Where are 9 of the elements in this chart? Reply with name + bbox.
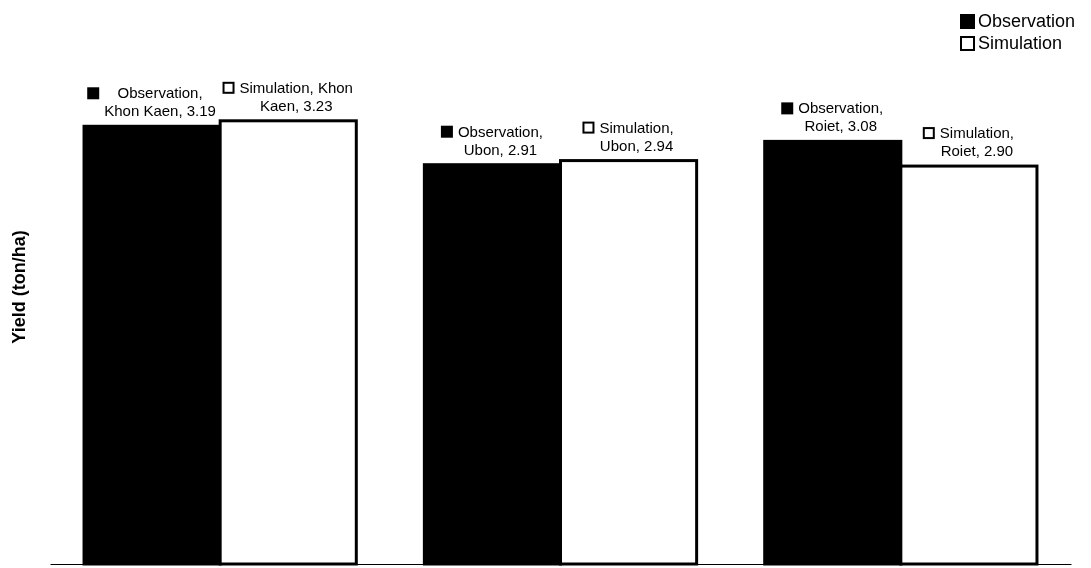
- data-label: Observation, Khon Kaen, 3.19: [104, 84, 216, 120]
- y-axis-title: Yield (ton/ha): [9, 230, 29, 344]
- legend-label: Observation: [978, 11, 1076, 31]
- legend-label: Simulation: [978, 33, 1063, 53]
- data-label: Observation, Ubon, 2.91: [457, 122, 543, 158]
- data-label: Simulation, Khon Kaen, 3.23: [239, 78, 353, 114]
- data-label: Observation, Roiet, 3.08: [798, 99, 884, 135]
- data-label: Simulation, Ubon, 2.94: [599, 118, 674, 154]
- data-label: Simulation, Roiet, 2.90: [939, 124, 1014, 160]
